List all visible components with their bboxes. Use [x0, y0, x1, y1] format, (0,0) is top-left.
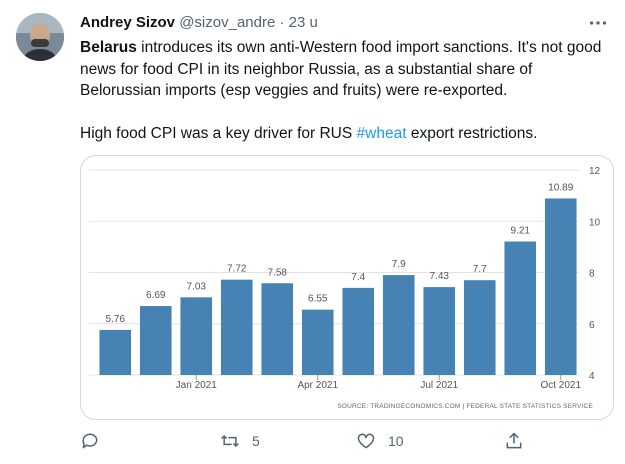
avatar[interactable]: [16, 13, 64, 61]
bar: [99, 329, 132, 375]
tweet-text: Belarus introduces its own anti-Western …: [80, 37, 610, 144]
retweet-count: 5: [252, 433, 260, 449]
bar-value-label: 7.4: [351, 272, 365, 283]
more-icon[interactable]: [587, 12, 609, 34]
y-tick-label: 4: [589, 371, 595, 382]
tweet-text-rest: introduces its own anti-Western food imp…: [80, 39, 602, 99]
reply-icon: [82, 433, 98, 449]
bar: [382, 275, 415, 375]
hashtag-link[interactable]: #wheat: [356, 124, 407, 142]
tweet-bold-word: Belarus: [80, 39, 137, 56]
share-button[interactable]: [504, 428, 524, 454]
retweet-icon: [221, 434, 239, 448]
x-tick-label: Apr 2021: [297, 380, 338, 391]
bar-value-label: 9.21: [511, 225, 531, 236]
bar-value-label: 7.7: [473, 264, 487, 275]
bar: [423, 287, 456, 375]
author-name[interactable]: Andrey Sizov: [80, 14, 176, 31]
source-note: SOURCE: TRADINGECONOMICS.COM | FEDERAL S…: [337, 403, 593, 410]
like-count: 10: [388, 433, 404, 449]
bar: [544, 198, 577, 375]
bar-value-label: 6.55: [308, 294, 328, 305]
x-tick-label: Oct 2021: [540, 380, 581, 391]
bar: [301, 309, 334, 375]
bar-value-label: 7.58: [268, 267, 288, 278]
tweet-text2-before: High food CPI was a key driver for RUS: [80, 124, 357, 142]
bar-value-label: 7.72: [227, 264, 247, 275]
tweet-actions: 5 10: [80, 428, 522, 454]
food-cpi-bar-chart: 4 6 8 10 12 5.76 6.69 7.03 7.72 7.58 6.55 7.4 7.9 7.4…: [89, 166, 601, 410]
tweet-header: Andrey Sizov @sizov_andre · 23 u: [80, 13, 609, 35]
author-handle[interactable]: @sizov_andre: [179, 14, 276, 31]
bar-value-label: 6.69: [146, 290, 166, 301]
reply-button[interactable]: [80, 428, 112, 454]
bar-value-label: 10.89: [548, 182, 573, 193]
x-tick-label: Jul 2021: [420, 380, 458, 391]
y-tick-label: 6: [589, 320, 595, 331]
bar-value-label: 7.43: [430, 271, 450, 282]
bar: [139, 306, 172, 375]
tweet-time[interactable]: 23 u: [288, 14, 318, 31]
tweet-paragraph-2: High food CPI was a key driver for RUS #…: [80, 123, 610, 145]
bar-value-label: 7.03: [187, 281, 207, 292]
y-tick-label: 8: [589, 269, 595, 280]
tweet-media-chart[interactable]: 4 6 8 10 12 5.76 6.69 7.03 7.72 7.58 6.55 7.4 7.9 7.4…: [80, 155, 614, 420]
bar: [180, 297, 213, 375]
bar: [261, 283, 294, 375]
tweet-text2-after: export restrictions.: [406, 124, 538, 142]
y-tick-label: 12: [589, 166, 601, 177]
bar: [342, 287, 375, 375]
heart-icon: [357, 433, 375, 449]
bar: [220, 279, 253, 375]
separator-dot: ·: [279, 14, 285, 31]
avatar-image: [16, 13, 64, 61]
bar: [463, 280, 496, 375]
like-button[interactable]: 10: [356, 428, 404, 454]
retweet-button[interactable]: 5: [220, 428, 260, 454]
bar: [504, 241, 537, 375]
bar-value-label: 5.76: [106, 314, 126, 325]
x-tick-label: Jan 2021: [176, 380, 218, 391]
y-tick-label: 10: [589, 217, 601, 228]
share-icon: [506, 432, 522, 449]
tweet-paragraph-1: Belarus introduces its own anti-Western …: [80, 37, 610, 102]
bar-value-label: 7.9: [392, 259, 406, 270]
